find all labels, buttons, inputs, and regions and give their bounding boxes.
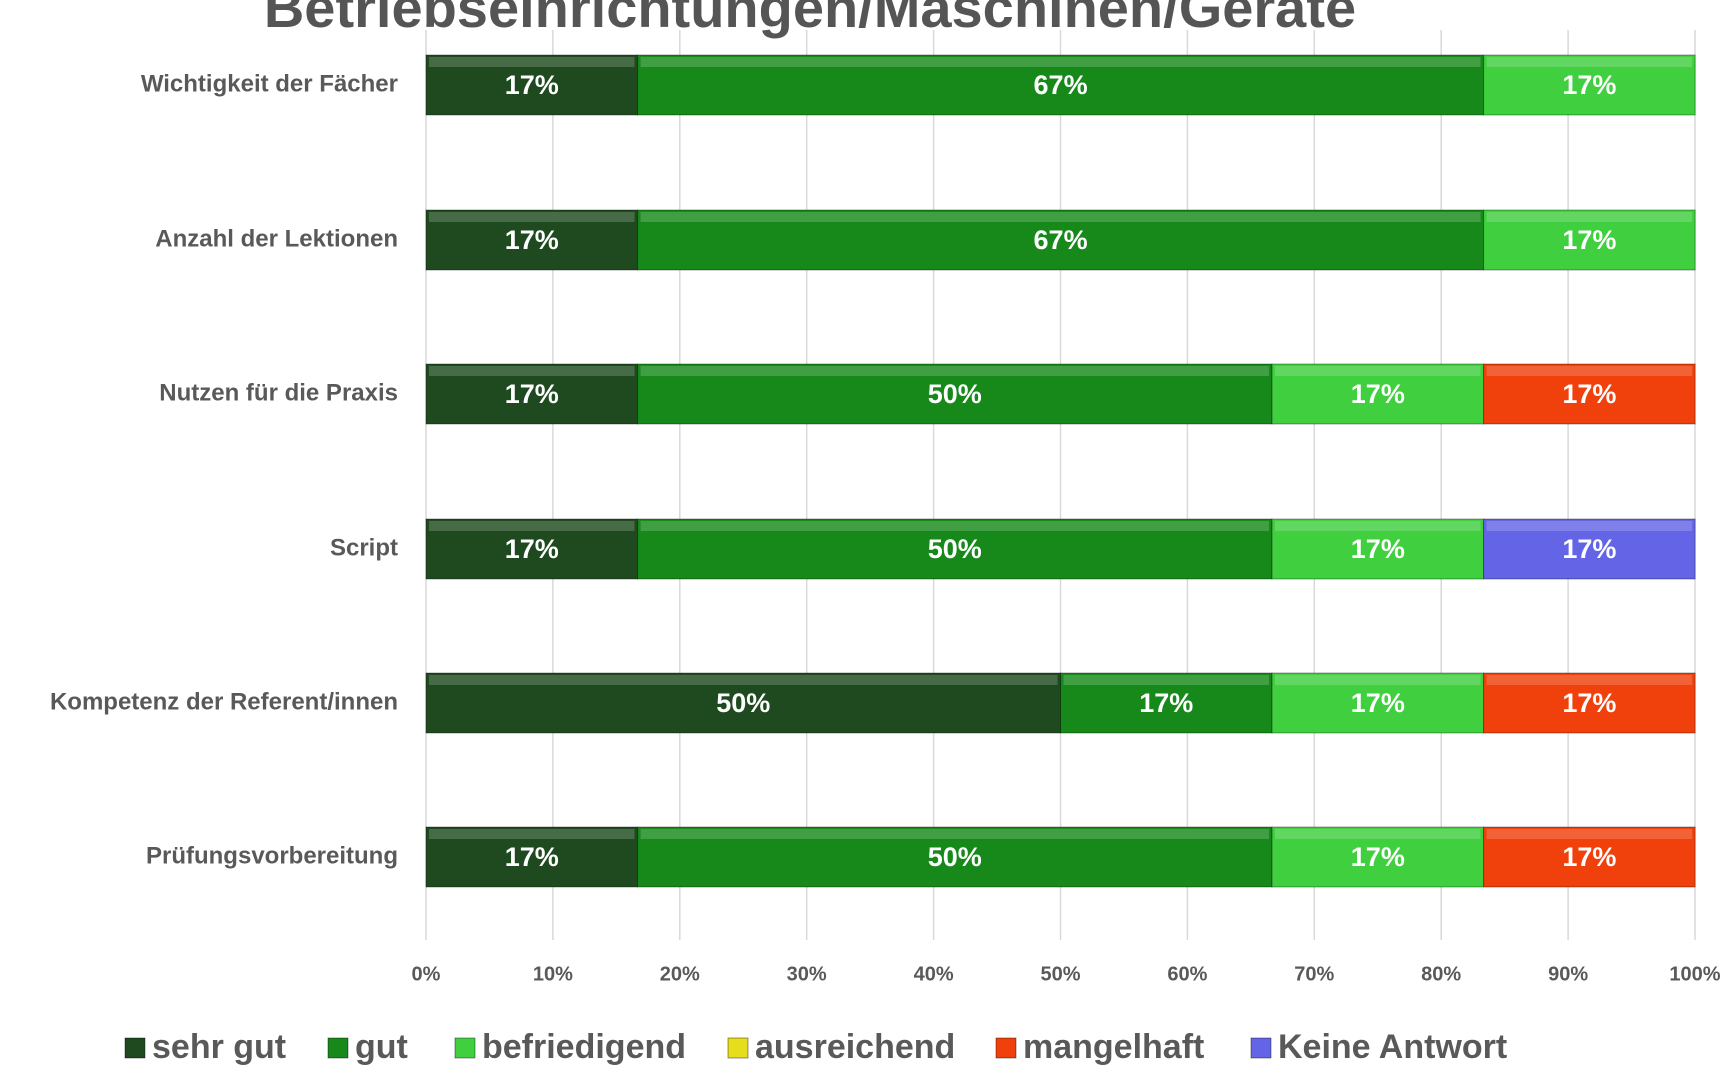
bar-highlight bbox=[640, 212, 1481, 222]
legend-label: sehr gut bbox=[152, 1028, 286, 1066]
data-label: 67% bbox=[1034, 225, 1088, 255]
data-label: 17% bbox=[1562, 688, 1616, 718]
data-label: 17% bbox=[1562, 534, 1616, 564]
bar-segment bbox=[1483, 826, 1696, 888]
data-label: 17% bbox=[1562, 70, 1616, 100]
legend-swatch bbox=[1250, 1037, 1272, 1059]
y-tick-label: Kompetenz der Referent/innen bbox=[50, 688, 398, 715]
bar-segment bbox=[1271, 518, 1485, 580]
legend-swatch bbox=[995, 1037, 1017, 1059]
legend-label: mangelhaft bbox=[1023, 1028, 1204, 1066]
data-label: 17% bbox=[1351, 688, 1405, 718]
legend-label: Keine Antwort bbox=[1278, 1028, 1507, 1066]
bar-segment bbox=[1271, 672, 1485, 734]
legend-swatch bbox=[454, 1037, 476, 1059]
bar-highlight bbox=[429, 675, 1058, 685]
data-label: 17% bbox=[1139, 688, 1193, 718]
bar-highlight bbox=[429, 829, 635, 839]
y-tick-label: Script bbox=[330, 534, 398, 561]
legend-swatch bbox=[327, 1037, 349, 1059]
bar-highlight bbox=[429, 57, 635, 67]
bar-highlight bbox=[429, 521, 635, 531]
bar-highlight bbox=[640, 521, 1270, 531]
data-label: 17% bbox=[1562, 842, 1616, 872]
bar-highlight bbox=[1275, 675, 1481, 685]
x-tick-label: 90% bbox=[1548, 963, 1588, 985]
bar-segment bbox=[425, 54, 639, 116]
x-tick-label: 10% bbox=[533, 963, 573, 985]
bar-segment bbox=[1271, 363, 1485, 425]
bar-segment bbox=[637, 826, 1273, 888]
data-label: 17% bbox=[505, 70, 559, 100]
data-label: 50% bbox=[716, 688, 770, 718]
bar-segment bbox=[1271, 826, 1485, 888]
y-tick-label: Prüfungsvorbereitung bbox=[146, 842, 398, 869]
data-label: 50% bbox=[928, 379, 982, 409]
bar-highlight bbox=[1486, 212, 1693, 222]
bar-highlight bbox=[640, 57, 1481, 67]
x-tick-label: 50% bbox=[1040, 963, 1080, 985]
y-tick-label: Anzahl der Lektionen bbox=[155, 225, 398, 252]
legend-swatch bbox=[727, 1037, 749, 1059]
x-tick-label: 40% bbox=[914, 963, 954, 985]
legend-swatch bbox=[124, 1037, 146, 1059]
data-label: 17% bbox=[505, 842, 559, 872]
data-label: 50% bbox=[928, 842, 982, 872]
data-label: 17% bbox=[505, 379, 559, 409]
bar-highlight bbox=[429, 212, 635, 222]
bar-segment bbox=[425, 518, 639, 580]
data-label: 17% bbox=[1351, 534, 1405, 564]
bar-segment bbox=[425, 826, 639, 888]
bar-highlight bbox=[640, 366, 1270, 376]
bar-highlight bbox=[640, 829, 1270, 839]
bar-segment bbox=[1483, 672, 1696, 734]
bar-segment bbox=[425, 672, 1061, 734]
bar-segment bbox=[637, 209, 1485, 271]
bar-highlight bbox=[1275, 521, 1481, 531]
data-label: 67% bbox=[1034, 70, 1088, 100]
x-tick-label: 20% bbox=[660, 963, 700, 985]
x-tick-label: 70% bbox=[1294, 963, 1334, 985]
legend-label: befriedigend bbox=[482, 1028, 686, 1066]
bar-highlight bbox=[1486, 57, 1693, 67]
x-tick-label: 100% bbox=[1669, 963, 1720, 985]
legend-label: ausreichend bbox=[755, 1028, 955, 1066]
bar-segment bbox=[1060, 672, 1273, 734]
bar-highlight bbox=[1063, 675, 1270, 685]
bar-highlight bbox=[1486, 366, 1693, 376]
data-label: 17% bbox=[505, 225, 559, 255]
data-label: 17% bbox=[1562, 379, 1616, 409]
x-tick-label: 80% bbox=[1421, 963, 1461, 985]
legend-label: gut bbox=[355, 1028, 408, 1066]
bar-highlight bbox=[1275, 829, 1481, 839]
bar-highlight bbox=[1275, 366, 1481, 376]
bar-segment bbox=[637, 363, 1273, 425]
data-label: 17% bbox=[505, 534, 559, 564]
bar-highlight bbox=[1486, 829, 1693, 839]
bar-segment bbox=[425, 363, 639, 425]
bar-highlight bbox=[1486, 675, 1693, 685]
bar-segment bbox=[637, 54, 1485, 116]
bar-segment bbox=[637, 518, 1273, 580]
y-tick-label: Wichtigkeit der Fächer bbox=[141, 70, 398, 97]
y-tick-label: Nutzen für die Praxis bbox=[159, 379, 398, 406]
data-label: 50% bbox=[928, 534, 982, 564]
bar-highlight bbox=[429, 366, 635, 376]
bar-highlight bbox=[1486, 521, 1693, 531]
x-tick-label: 60% bbox=[1167, 963, 1207, 985]
bar-segment bbox=[1483, 518, 1696, 580]
bar-segment bbox=[1483, 54, 1696, 116]
bar-segment bbox=[425, 209, 639, 271]
bar-segment bbox=[1483, 209, 1696, 271]
chart-title: Betriebseinrichtungen/Maschinen/Geräte bbox=[264, 0, 1356, 39]
data-label: 17% bbox=[1351, 842, 1405, 872]
x-tick-label: 0% bbox=[412, 963, 441, 985]
bar-segment bbox=[1483, 363, 1696, 425]
data-label: 17% bbox=[1562, 225, 1616, 255]
x-tick-label: 30% bbox=[787, 963, 827, 985]
data-label: 17% bbox=[1351, 379, 1405, 409]
